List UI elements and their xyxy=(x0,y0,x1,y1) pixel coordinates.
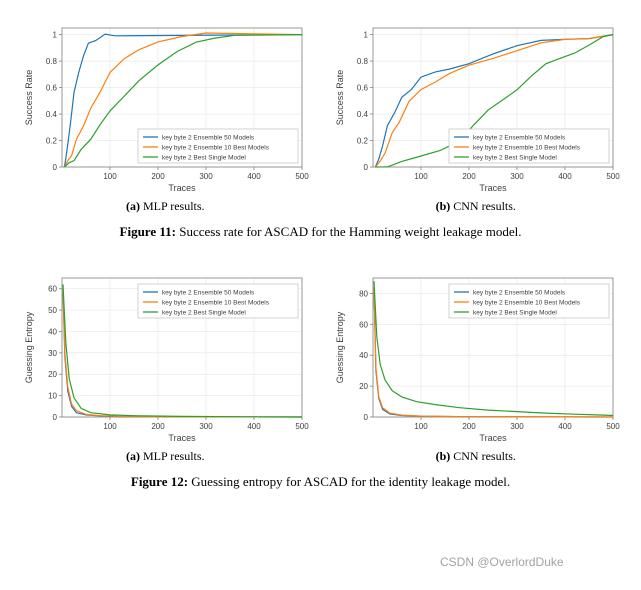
svg-text:400: 400 xyxy=(248,172,262,181)
svg-text:200: 200 xyxy=(462,172,476,181)
svg-text:0.4: 0.4 xyxy=(46,110,58,119)
svg-text:20: 20 xyxy=(359,382,368,391)
fig12b-caption-label: (b) xyxy=(436,449,451,463)
svg-text:key byte 2 Ensemble 50 Models: key byte 2 Ensemble 50 Models xyxy=(162,290,255,297)
svg-text:Success Rate: Success Rate xyxy=(24,70,34,126)
svg-text:Traces: Traces xyxy=(169,183,197,193)
svg-text:500: 500 xyxy=(296,172,310,181)
svg-text:0.2: 0.2 xyxy=(46,137,58,146)
svg-text:1: 1 xyxy=(53,31,58,40)
fig12a-caption: (a) MLP results. xyxy=(126,449,205,464)
svg-text:key byte 2 Ensemble 50 Models: key byte 2 Ensemble 50 Models xyxy=(162,135,255,142)
svg-text:key byte 2 Best Single Model: key byte 2 Best Single Model xyxy=(162,310,246,317)
fig12b-chart: 100 200 300 400 500 0 20 40 60 80 Traces Guessing E… xyxy=(331,270,621,445)
fig12a-caption-label: (a) xyxy=(126,449,140,463)
svg-text:10: 10 xyxy=(48,392,57,401)
svg-text:0.6: 0.6 xyxy=(357,84,369,93)
fig12a-caption-text: MLP results. xyxy=(140,449,205,463)
svg-text:400: 400 xyxy=(248,422,262,431)
svg-text:100: 100 xyxy=(104,172,118,181)
svg-text:0: 0 xyxy=(363,413,368,422)
fig12a-chart: 100 200 300 400 500 0 10 20 30 40 50 60 Traces Guessi… xyxy=(20,270,310,445)
figure-11-row: 100 200 300 400 500 0 0.2 0.4 0.6 0.8 1 Traces Succe… xyxy=(15,20,626,214)
svg-text:200: 200 xyxy=(152,422,166,431)
fig12b: 100 200 300 400 500 0 20 40 60 80 Traces Guessing E… xyxy=(326,270,627,464)
fig12b-caption: (b) CNN results. xyxy=(436,449,516,464)
svg-text:0: 0 xyxy=(53,163,58,172)
svg-text:500: 500 xyxy=(296,422,310,431)
svg-text:300: 300 xyxy=(200,422,214,431)
svg-text:80: 80 xyxy=(359,289,368,298)
fig11a-caption-label: (a) xyxy=(126,199,140,213)
svg-text:100: 100 xyxy=(414,422,428,431)
watermark-text: CSDN @OverlordDuke xyxy=(440,555,564,569)
svg-text:key byte 2 Ensemble 10 Best Mo: key byte 2 Ensemble 10 Best Models xyxy=(473,145,581,152)
svg-text:0.8: 0.8 xyxy=(46,57,58,66)
svg-text:Traces: Traces xyxy=(479,183,507,193)
svg-text:500: 500 xyxy=(606,422,620,431)
figure-12-caption: Figure 12: Guessing entropy for ASCAD fo… xyxy=(15,474,626,490)
svg-text:0.2: 0.2 xyxy=(357,137,369,146)
svg-text:key byte 2 Best Single Model: key byte 2 Best Single Model xyxy=(473,155,557,162)
svg-text:300: 300 xyxy=(200,172,214,181)
svg-text:0.8: 0.8 xyxy=(357,57,369,66)
svg-text:200: 200 xyxy=(152,172,166,181)
svg-text:0: 0 xyxy=(363,163,368,172)
svg-text:key byte 2 Ensemble 50 Models: key byte 2 Ensemble 50 Models xyxy=(473,135,566,142)
svg-text:key byte 2 Ensemble 10 Best Mo: key byte 2 Ensemble 10 Best Models xyxy=(473,300,581,307)
svg-text:key byte 2 Ensemble 10 Best Mo: key byte 2 Ensemble 10 Best Models xyxy=(162,145,270,152)
fig12-caption-text: Guessing entropy for ASCAD for the ident… xyxy=(188,474,510,489)
figure-12-row: 1002003004005000102030405060TracesGuessi… xyxy=(15,270,626,464)
fig11a: 100 200 300 400 500 0 0.2 0.4 0.6 0.8 1 Traces Succe… xyxy=(15,20,316,214)
fig11b-caption: (b) CNN results. xyxy=(436,199,516,214)
fig11b-caption-label: (b) xyxy=(436,199,451,213)
svg-text:30: 30 xyxy=(48,349,57,358)
svg-text:Traces: Traces xyxy=(169,433,197,443)
fig11-caption-text: Success rate for ASCAD for the Hamming w… xyxy=(176,224,522,239)
svg-text:Success Rate: Success Rate xyxy=(335,70,345,126)
svg-text:400: 400 xyxy=(558,172,572,181)
svg-text:40: 40 xyxy=(48,327,57,336)
svg-text:20: 20 xyxy=(48,370,57,379)
fig12b-caption-text: CNN results. xyxy=(450,449,516,463)
svg-text:Guessing Entropy: Guessing Entropy xyxy=(335,311,345,383)
svg-text:Guessing Entropy: Guessing Entropy xyxy=(24,311,34,383)
svg-text:Traces: Traces xyxy=(479,433,507,443)
fig11b-chart: 100 200 300 400 500 0 0.2 0.4 0.6 0.8 1 Traces Succe… xyxy=(331,20,621,195)
svg-text:300: 300 xyxy=(510,422,524,431)
fig11a-chart: 100 200 300 400 500 0 0.2 0.4 0.6 0.8 1 Traces Succe… xyxy=(20,20,310,195)
svg-text:50: 50 xyxy=(48,306,57,315)
svg-text:60: 60 xyxy=(359,320,368,329)
svg-text:40: 40 xyxy=(359,351,368,360)
svg-text:0: 0 xyxy=(53,413,58,422)
svg-text:400: 400 xyxy=(558,422,572,431)
svg-text:1: 1 xyxy=(363,31,368,40)
fig12-caption-label: Figure 12: xyxy=(131,474,188,489)
svg-text:500: 500 xyxy=(606,172,620,181)
svg-text:200: 200 xyxy=(462,422,476,431)
svg-text:300: 300 xyxy=(510,172,524,181)
svg-text:0.6: 0.6 xyxy=(46,84,58,93)
svg-text:100: 100 xyxy=(104,422,118,431)
svg-text:100: 100 xyxy=(414,172,428,181)
fig11a-caption: (a) MLP results. xyxy=(126,199,205,214)
svg-text:key byte 2 Ensemble 10 Best Mo: key byte 2 Ensemble 10 Best Models xyxy=(162,300,270,307)
figure-11-caption: Figure 11: Success rate for ASCAD for th… xyxy=(15,224,626,240)
fig11b: 100 200 300 400 500 0 0.2 0.4 0.6 0.8 1 Traces Succe… xyxy=(326,20,627,214)
fig11-caption-label: Figure 11: xyxy=(120,224,176,239)
svg-text:key byte 2 Ensemble 50 Models: key byte 2 Ensemble 50 Models xyxy=(473,290,566,297)
svg-text:0.4: 0.4 xyxy=(357,110,369,119)
svg-text:key byte 2 Best Single Model: key byte 2 Best Single Model xyxy=(162,155,246,162)
svg-text:60: 60 xyxy=(48,285,57,294)
fig12a: 100 200 300 400 500 0 10 20 30 40 50 60 Traces Guessi… xyxy=(15,270,316,464)
fig11a-caption-text: MLP results. xyxy=(140,199,205,213)
fig11b-caption-text: CNN results. xyxy=(450,199,516,213)
svg-text:key byte 2 Best Single Model: key byte 2 Best Single Model xyxy=(473,310,557,317)
